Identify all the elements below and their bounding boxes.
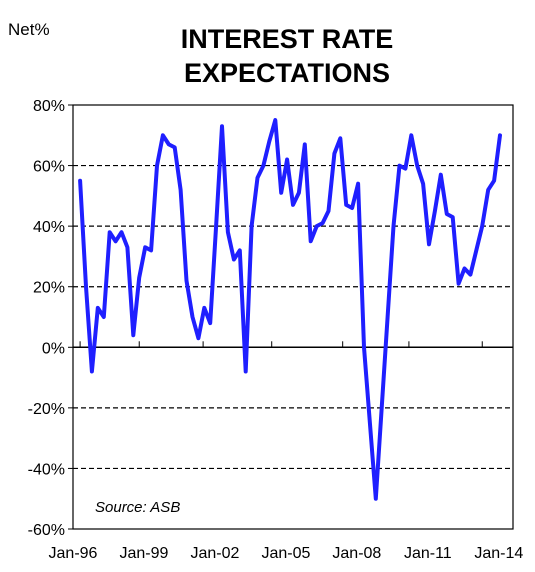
y-tick-label: 60%: [33, 159, 65, 176]
x-tick-label: Jan-02: [190, 545, 239, 562]
y-tick-label: -40%: [28, 461, 65, 478]
y-tick-label: 20%: [33, 280, 65, 297]
x-tick-label: Jan-99: [120, 545, 169, 562]
y-tick-label: 80%: [33, 98, 65, 115]
x-tick-label: Jan-11: [404, 545, 452, 562]
y-tick-label: -60%: [28, 522, 65, 539]
chart-title-line-2: EXPECTATIONS: [184, 58, 390, 88]
x-axis-ticks: Jan-96 Jan-99 Jan-02 Jan-05 Jan-08 Jan-11 Jan-…: [49, 341, 523, 562]
y-tick-label: 0%: [42, 340, 65, 357]
y-tick-label: -20%: [28, 401, 65, 418]
x-tick-label: Jan-08: [332, 545, 381, 562]
y-axis-ticks: -60% -40% -20% 0% 20% 40% 60% 80%: [28, 98, 73, 539]
gridlines: [73, 164, 513, 470]
chart-title-line-1: INTEREST RATE: [181, 24, 394, 54]
y-tick-label: 40%: [33, 219, 65, 236]
plot-frame: [72, 104, 514, 530]
source-note: Source: ASB: [95, 499, 180, 516]
x-tick-label: Jan-14: [474, 545, 523, 562]
series-line: [78, 118, 502, 501]
y-axis-unit-label: Net%: [8, 20, 50, 39]
x-tick-label: Jan-05: [261, 545, 310, 562]
x-tick-label: Jan-96: [49, 545, 98, 562]
